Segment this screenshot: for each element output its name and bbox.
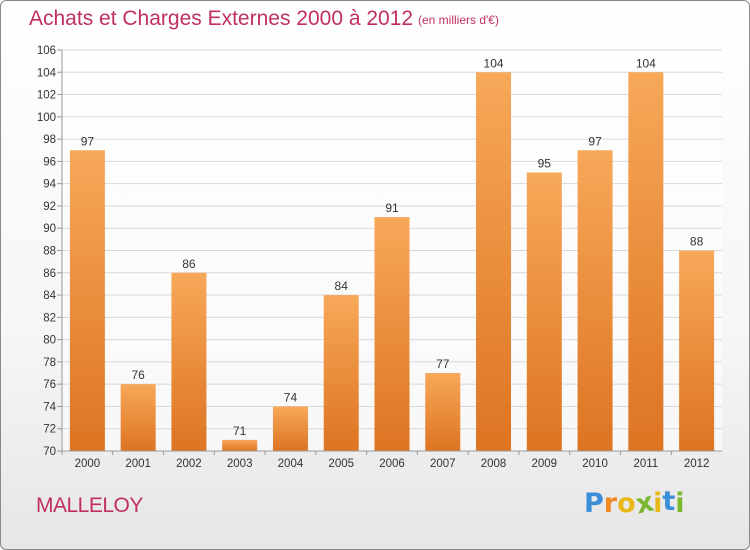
logo-letter: t [662, 486, 676, 517]
y-tick-label: 82 [43, 312, 56, 324]
y-tick-label: 92 [43, 201, 56, 213]
x-tick-label: 2008 [481, 458, 507, 470]
bar [171, 272, 207, 451]
x-tick-label: 2006 [379, 458, 405, 470]
data-label: 97 [81, 134, 95, 148]
y-tick-label: 86 [43, 268, 56, 280]
data-label: 88 [690, 235, 704, 249]
data-label: 104 [636, 56, 656, 70]
y-tick-label: 76 [43, 379, 56, 391]
x-tick-label: 2007 [430, 458, 456, 470]
y-tick-label: 90 [43, 223, 56, 235]
bars [69, 72, 715, 452]
x-tick-label: 2002 [176, 458, 202, 470]
y-tick-label: 100 [37, 112, 56, 124]
x-tick-label: 2004 [278, 458, 304, 470]
y-tick-label: 70 [43, 446, 56, 458]
y-tick-label: 96 [43, 156, 56, 168]
data-label: 84 [335, 279, 349, 293]
bar [476, 72, 512, 452]
y-tick-label: 94 [43, 179, 56, 191]
x-tick-label: 2005 [328, 458, 354, 470]
y-tick-label: 74 [43, 401, 56, 413]
y-tick-label: 80 [43, 335, 56, 347]
bar [577, 150, 613, 451]
y-axis-ticks: 70 72 74 76 78 80 82 84 86 88 90 92 94 96 98 100 102 104 1… [37, 45, 62, 458]
y-tick-label: 106 [37, 45, 56, 57]
data-label: 71 [233, 424, 247, 438]
y-tick-label: 72 [43, 424, 56, 436]
data-label: 76 [131, 368, 145, 382]
bar [526, 172, 562, 451]
bar [323, 295, 359, 451]
y-tick-label: 84 [43, 290, 56, 302]
bar [120, 384, 156, 451]
y-tick-label: 98 [43, 134, 56, 146]
chart-subtitle: (en milliers d'€) [418, 13, 499, 27]
data-labels: 97 76 86 71 74 84 91 77 104 95 97 104 88 [81, 56, 704, 438]
logo-letter: o [617, 488, 636, 519]
data-label: 74 [284, 390, 298, 404]
data-label: 104 [484, 56, 504, 70]
y-tick-label: 78 [43, 357, 56, 369]
chart-title: Achats et Charges Externes 2000 à 2012 [29, 7, 414, 30]
logo-letter: r [603, 488, 618, 519]
data-label: 91 [385, 201, 399, 215]
x-tick-label: 2000 [75, 458, 101, 470]
proxiti-logo[interactable]: Proxiti [584, 486, 685, 520]
bar [374, 217, 410, 451]
bar [222, 439, 258, 451]
logo-letter: i [675, 488, 685, 519]
town-name: MALLELOY [36, 494, 143, 517]
bar [425, 373, 461, 451]
y-tick-label: 88 [43, 246, 56, 258]
x-tick-label: 2010 [582, 458, 608, 470]
x-tick-label: 2012 [684, 458, 710, 470]
bar [69, 150, 105, 451]
data-label: 97 [588, 134, 602, 148]
data-label: 86 [182, 257, 196, 271]
data-label: 95 [538, 157, 552, 171]
x-axis-ticks: 2000 2001 2002 2003 2004 2005 2006 2007 2008 2009… [61, 451, 710, 470]
bar [272, 406, 308, 451]
x-tick-label: 2009 [532, 458, 558, 470]
x-tick-label: 2011 [633, 458, 658, 470]
data-label: 77 [436, 357, 450, 371]
x-tick-label: 2001 [125, 458, 151, 470]
x-tick-label: 2003 [227, 458, 253, 470]
logo-letter: i [653, 488, 663, 519]
logo-letter: P [584, 488, 604, 519]
y-tick-label: 104 [37, 67, 57, 79]
y-tick-label: 102 [37, 90, 56, 102]
bar [679, 250, 715, 451]
bar [628, 72, 664, 452]
